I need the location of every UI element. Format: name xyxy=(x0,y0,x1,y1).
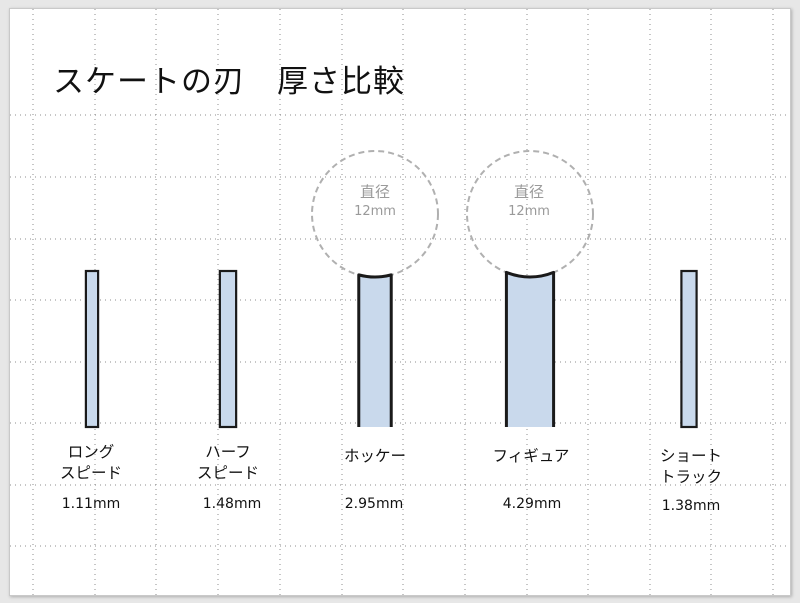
blade-label-figure[interactable]: フィギュア xyxy=(471,446,591,467)
blade-name-line1: ホッケー xyxy=(343,447,406,465)
blade-outline-hockey xyxy=(357,273,393,427)
blade-label-short-track[interactable]: ショート トラック xyxy=(631,446,751,488)
hollow-label-text: 直径 xyxy=(513,183,544,201)
blade-diagram xyxy=(84,150,698,429)
blade-name-line1: ハーフ xyxy=(205,443,251,461)
blade-thickness-figure[interactable]: 4.29mm xyxy=(502,496,562,512)
blade-name-line1: ショート xyxy=(659,447,722,465)
blade-body-half-speed xyxy=(218,269,238,429)
hollow-diameter-value: 12mm xyxy=(354,204,396,219)
blade-label-long-speed[interactable]: ロング スピード xyxy=(31,442,151,484)
blade-outline-figure xyxy=(504,270,556,427)
blade-name-line1: ロング xyxy=(67,443,115,461)
blade-body-hockey xyxy=(358,274,392,427)
blade-name-line2: スピード xyxy=(196,464,259,482)
blade-thickness-short-track[interactable]: 1.38mm xyxy=(661,498,721,514)
hollow-diameter-value: 12mm xyxy=(508,204,550,219)
blade-body-short-track xyxy=(680,269,698,429)
grid-guides xyxy=(10,9,790,595)
blade-body-figure xyxy=(506,272,554,427)
blade-label-hockey[interactable]: ホッケー xyxy=(315,446,435,467)
blade-body-long-speed xyxy=(84,269,100,429)
hollow-circle-hockey xyxy=(311,150,439,278)
blade-name-line2: トラック xyxy=(659,468,722,486)
blade-label-half-speed[interactable]: ハーフ スピード xyxy=(168,442,288,484)
blade-thickness-hockey[interactable]: 2.95mm xyxy=(344,496,404,512)
blade-thickness-long-speed[interactable]: 1.11mm xyxy=(61,496,121,512)
hollow-label-figure: 直径 12mm xyxy=(469,181,589,221)
hollow-label-text: 直径 xyxy=(359,183,390,201)
slide-canvas: スケートの刃 厚さ比較 ロング スピード 1.11mm ハーフ スピード 1.4… xyxy=(9,8,791,596)
blade-name-line2: スピード xyxy=(59,464,122,482)
blade-name-line1: フィギュア xyxy=(492,447,570,465)
slide-title[interactable]: スケートの刃 厚さ比較 xyxy=(53,64,405,100)
hollow-label-hockey: 直径 12mm xyxy=(315,181,435,221)
blade-thickness-half-speed[interactable]: 1.48mm xyxy=(202,496,262,512)
hollow-circle-figure xyxy=(466,150,594,278)
